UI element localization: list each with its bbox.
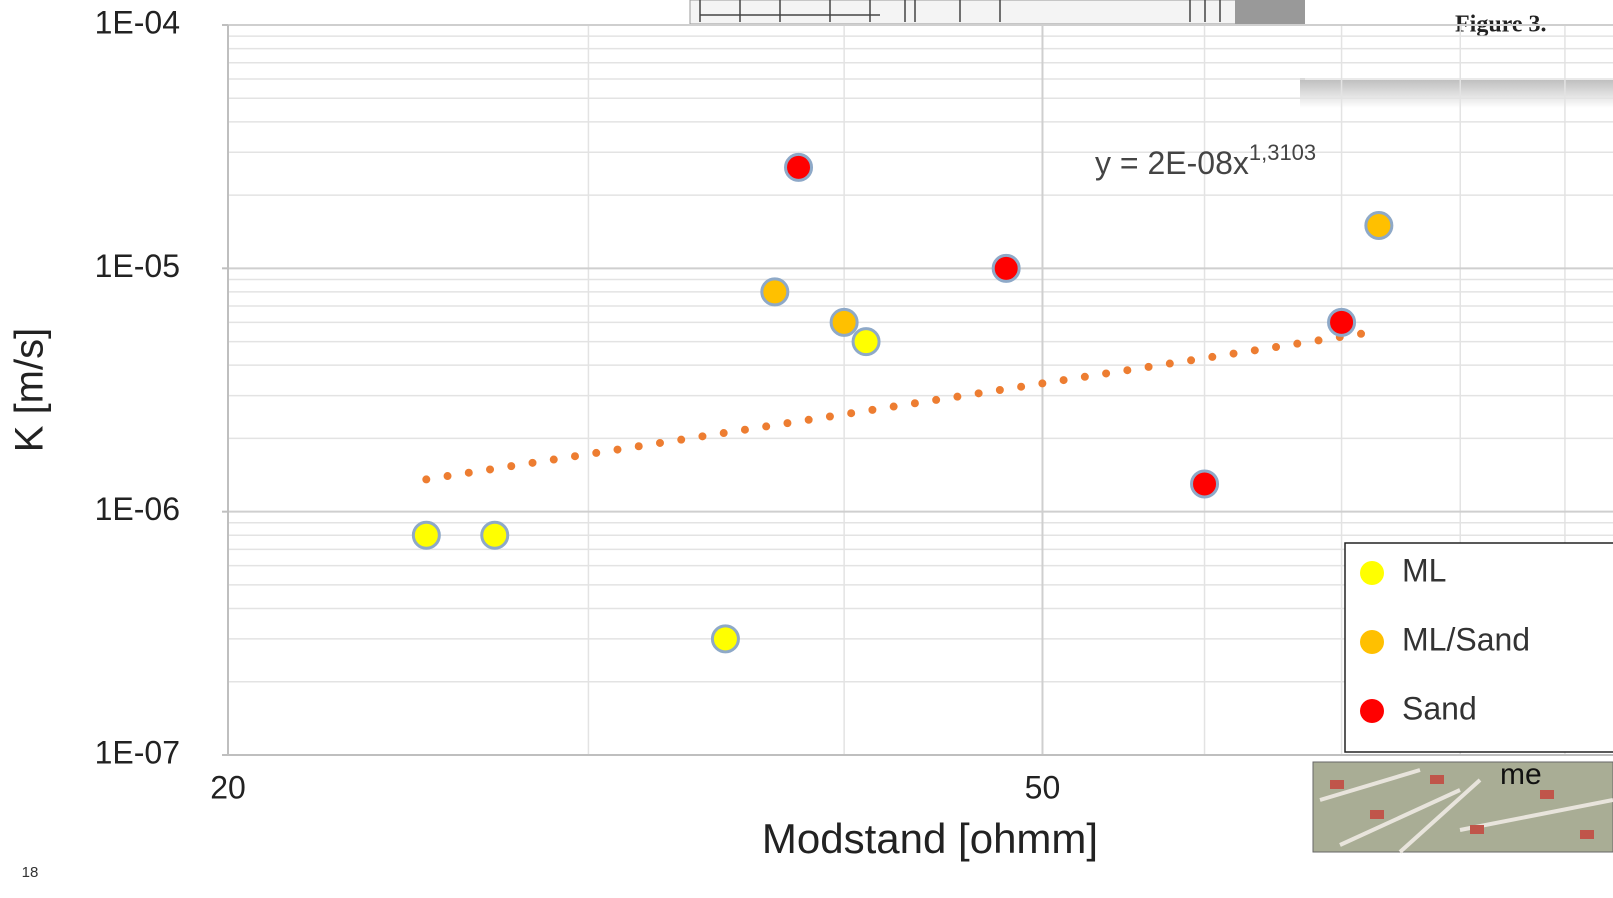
data-point (853, 329, 879, 355)
data-point (786, 154, 812, 180)
legend-marker (1360, 561, 1384, 585)
document-thumbnail (690, 0, 1305, 24)
data-point (762, 279, 788, 305)
x-tick-label: 20 (210, 769, 246, 805)
legend-marker (1360, 630, 1384, 654)
chart: Figure 3. y = 2E-08x1,3103 Modstand [ohm… (0, 0, 1613, 893)
data-point (1329, 309, 1355, 335)
trendline-equation: y = 2E-08x (1095, 145, 1249, 181)
data-point (413, 522, 439, 548)
page: {"chart_data": {"type": "scatter", "log_… (0, 0, 1613, 893)
trendline-exponent: 1,3103 (1249, 140, 1316, 165)
data-point (1366, 212, 1392, 238)
x-tick-label: 50 (1025, 769, 1061, 805)
legend-marker (1360, 699, 1384, 723)
trendline-label: y = 2E-08x1,3103 (1095, 140, 1316, 182)
data-point (993, 255, 1019, 281)
y-axis-label: K [m/s] (8, 328, 52, 452)
y-tick-label: 1E-04 (95, 4, 180, 40)
caption-box: Figure 3. (1300, 0, 1613, 108)
legend-label: ML/Sand (1402, 621, 1530, 657)
page-number: 18 (22, 864, 39, 881)
data-point (712, 626, 738, 652)
legend-label: Sand (1402, 690, 1477, 726)
map-text: me (1500, 758, 1542, 791)
trendline (426, 331, 1379, 479)
x-axis-label: Modstand [ohmm] (762, 815, 1098, 862)
data-point (482, 522, 508, 548)
y-tick-label: 1E-05 (95, 248, 180, 284)
legend-label: ML (1402, 552, 1446, 588)
map-thumbnail: me (1313, 758, 1613, 852)
y-tick-label: 1E-07 (95, 734, 180, 770)
data-point (831, 309, 857, 335)
y-tick-label: 1E-06 (95, 491, 180, 527)
data-point (1192, 471, 1218, 497)
